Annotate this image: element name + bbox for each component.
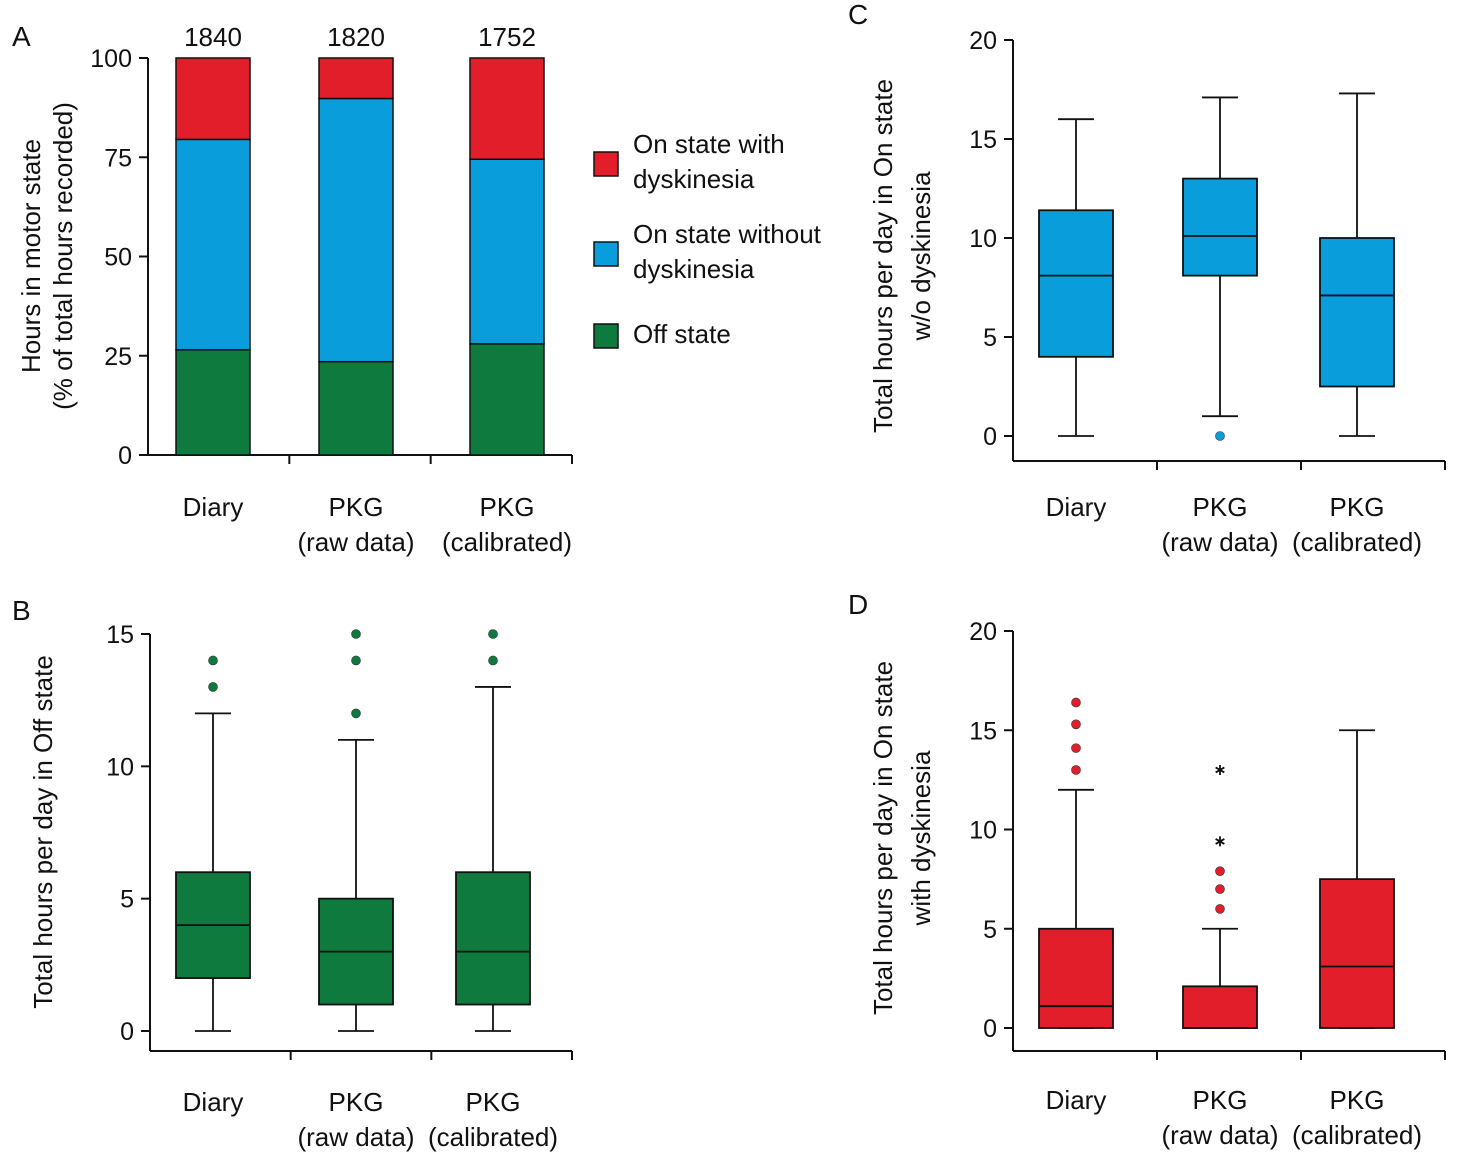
outlier <box>351 655 361 666</box>
y-tick-label: 5 <box>983 324 997 352</box>
bar-segment <box>175 138 251 351</box>
x-tick-label: (raw data) <box>1161 1120 1279 1150</box>
bar-segment <box>175 349 251 456</box>
outlier <box>1071 719 1081 730</box>
box <box>1182 985 1258 1029</box>
x-tick-label: (calibrated) <box>1291 527 1423 557</box>
outlier <box>1071 765 1081 775</box>
box <box>1182 177 1258 277</box>
y-tick-label: 50 <box>104 244 132 272</box>
outlier <box>488 655 498 666</box>
x-tick-label: (raw data) <box>297 527 415 557</box>
outlier <box>1215 431 1225 441</box>
x-tick-label: Diary <box>182 1087 244 1117</box>
bar-segment <box>318 97 394 363</box>
extreme <box>1215 764 1225 775</box>
box <box>1038 927 1114 1029</box>
y-tick-label: 15 <box>969 126 997 154</box>
panel-label: C <box>848 0 868 30</box>
y-tick-label: 75 <box>104 144 132 172</box>
y-tick-label: 20 <box>969 618 997 646</box>
y-tick-label: 100 <box>90 45 132 73</box>
outlier <box>208 682 218 692</box>
x-tick-label: Diary <box>1045 492 1107 522</box>
outlier <box>1215 904 1225 914</box>
x-tick-label: PKG <box>1329 1085 1385 1115</box>
y-tick-label: 25 <box>104 343 132 371</box>
x-tick-label: PKG <box>1192 1085 1248 1115</box>
outlier <box>351 629 361 639</box>
legend-label: On state without dyskinesia <box>633 219 821 284</box>
x-tick-label: PKG <box>1192 492 1248 522</box>
x-tick-label: (raw data) <box>297 1122 415 1152</box>
y-tick-label: 5 <box>120 886 134 914</box>
x-tick-label: PKG <box>328 1087 384 1117</box>
outlier <box>1071 743 1081 753</box>
bar-segment <box>469 158 545 345</box>
bar-total: 1820 <box>327 22 385 52</box>
y-tick-label: 0 <box>983 423 997 451</box>
y-axis-label: (% of total hours recorded) <box>48 102 78 410</box>
outlier <box>1215 884 1225 894</box>
y-axis-label: with dyskinesia <box>906 750 936 926</box>
box <box>455 871 531 1006</box>
y-axis-label: Total hours per day in On state <box>868 79 898 433</box>
x-tick-label: (calibrated) <box>1291 1120 1423 1150</box>
y-tick-label: 15 <box>106 621 134 649</box>
x-tick-label: PKG <box>328 492 384 522</box>
extreme <box>1215 836 1225 847</box>
y-tick-label: 15 <box>969 717 997 745</box>
legend-label: Off state <box>633 318 731 349</box>
y-axis-label: Total hours per day in On state <box>868 661 898 1015</box>
x-tick-label: (calibrated) <box>441 527 573 557</box>
y-tick-label: 0 <box>120 1018 134 1046</box>
bar-total: 1752 <box>478 22 536 52</box>
y-axis-label: Total hours per day in Off state <box>28 655 58 1009</box>
legend-swatch <box>593 323 619 349</box>
bar-segment <box>318 360 394 456</box>
box <box>1319 237 1395 388</box>
panel-label: D <box>848 589 868 620</box>
bar-segment <box>175 57 251 141</box>
legend-label: On state with dyskinesia <box>633 129 785 194</box>
panel-label: B <box>12 595 31 626</box>
outlier <box>208 655 218 666</box>
y-axis-label: w/o dyskinesia <box>906 171 936 342</box>
bar-segment <box>318 57 394 100</box>
bar-total: 1840 <box>184 22 242 52</box>
y-tick-label: 20 <box>969 27 997 55</box>
box <box>1038 209 1114 358</box>
x-tick-label: PKG <box>479 492 535 522</box>
x-tick-label: Diary <box>1045 1085 1107 1115</box>
box <box>1319 878 1395 1029</box>
y-tick-label: 10 <box>969 225 997 253</box>
y-tick-label: 10 <box>106 753 134 781</box>
y-axis-label: Hours in motor state <box>16 139 46 373</box>
x-tick-label: PKG <box>465 1087 521 1117</box>
outlier <box>488 629 498 639</box>
y-tick-label: 10 <box>969 817 997 845</box>
y-tick-label: 0 <box>118 442 132 470</box>
y-tick-label: 5 <box>983 916 997 944</box>
y-tick-label: 0 <box>983 1015 997 1043</box>
outlier <box>1071 697 1081 708</box>
outlier <box>1215 866 1225 876</box>
x-tick-label: PKG <box>1329 492 1385 522</box>
x-tick-label: Diary <box>182 492 244 522</box>
bar-segment <box>469 343 545 456</box>
legend-swatch <box>593 151 619 177</box>
x-tick-label: (raw data) <box>1161 527 1279 557</box>
panel-label: A <box>12 21 31 52</box>
legend-swatch <box>593 241 619 267</box>
outlier <box>351 708 361 719</box>
bar-segment <box>469 57 545 160</box>
x-tick-label: (calibrated) <box>427 1122 559 1152</box>
